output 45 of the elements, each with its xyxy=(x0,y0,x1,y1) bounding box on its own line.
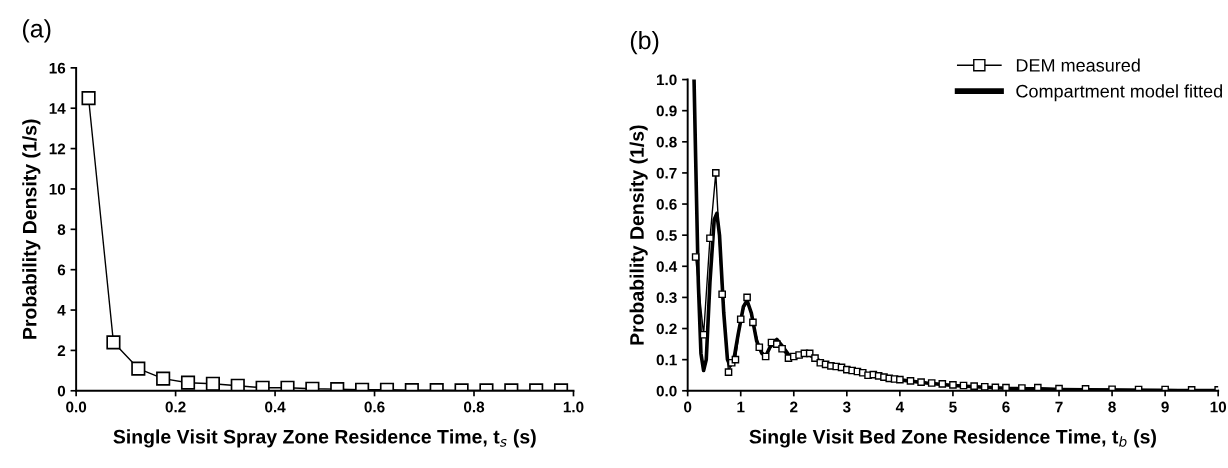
y-tick-label: 6 xyxy=(57,264,66,276)
y-tick-label: 0.4 xyxy=(656,261,678,272)
x-tick-label: 0.0 xyxy=(66,401,87,413)
y-tick-label: 1.0 xyxy=(656,74,677,86)
y-tick-label: 0.1 xyxy=(656,354,677,366)
y-tick-label: 8 xyxy=(57,224,66,236)
x-tick-label: 0.4 xyxy=(265,401,286,413)
legend-label: DEM measured xyxy=(1016,58,1140,72)
x-axis-title: Single Visit Spray Zone Residence Time, t$_{s}$ (s) xyxy=(113,429,536,448)
x-tick-label: 6 xyxy=(1002,401,1010,413)
y-tick-label: 0.7 xyxy=(656,167,677,179)
y-tick-label: 0 xyxy=(57,385,66,397)
x-tick-label: 1.0 xyxy=(563,401,584,413)
x-tick-label: 7 xyxy=(1055,401,1063,413)
x-tick-label: 0.8 xyxy=(463,401,485,413)
x-tick-label: 4 xyxy=(895,401,905,413)
x-tick-label: 1 xyxy=(737,401,745,413)
x-tick-label: 2 xyxy=(790,401,798,413)
y-tick-label: 0.5 xyxy=(656,230,677,241)
x-tick-label: 0.6 xyxy=(364,401,385,413)
x-tick-label: 5 xyxy=(949,401,957,413)
x-tick-label: 8 xyxy=(1108,401,1116,413)
y-tick-label: 0.0 xyxy=(656,385,677,397)
y-tick-label: 12 xyxy=(49,143,66,155)
y-axis-title: Probability Density (1/s) xyxy=(22,119,41,339)
y-tick-label: 0.3 xyxy=(656,292,677,304)
y-tick-label: 16 xyxy=(49,62,66,74)
x-tick-label: 0.2 xyxy=(165,401,186,413)
legend-label: Compartment model fitted xyxy=(1016,84,1222,102)
y-axis-title: Probability Density (1/s) xyxy=(629,125,648,345)
x-tick-label: 0 xyxy=(684,401,692,413)
y-tick-label: 0.2 xyxy=(656,323,677,335)
y-tick-label: 2 xyxy=(57,345,66,356)
y-tick-label: 0.9 xyxy=(656,105,677,117)
chart-title: (b) xyxy=(630,30,659,55)
x-tick-label: 3 xyxy=(842,401,851,413)
y-tick-label: 10 xyxy=(49,183,66,195)
x-tick-label: 10 xyxy=(1210,401,1227,413)
x-axis-title: Single Visit Bed Zone Residence Time, t$_{b}$ (s) xyxy=(749,429,1156,448)
y-tick-label: 0.8 xyxy=(656,136,677,148)
y-tick-label: 0.6 xyxy=(656,198,677,210)
x-tick-label: 9 xyxy=(1161,401,1169,413)
y-tick-label: 4 xyxy=(57,305,66,316)
chart-title: (a) xyxy=(22,19,51,43)
y-tick-label: 14 xyxy=(49,103,66,114)
